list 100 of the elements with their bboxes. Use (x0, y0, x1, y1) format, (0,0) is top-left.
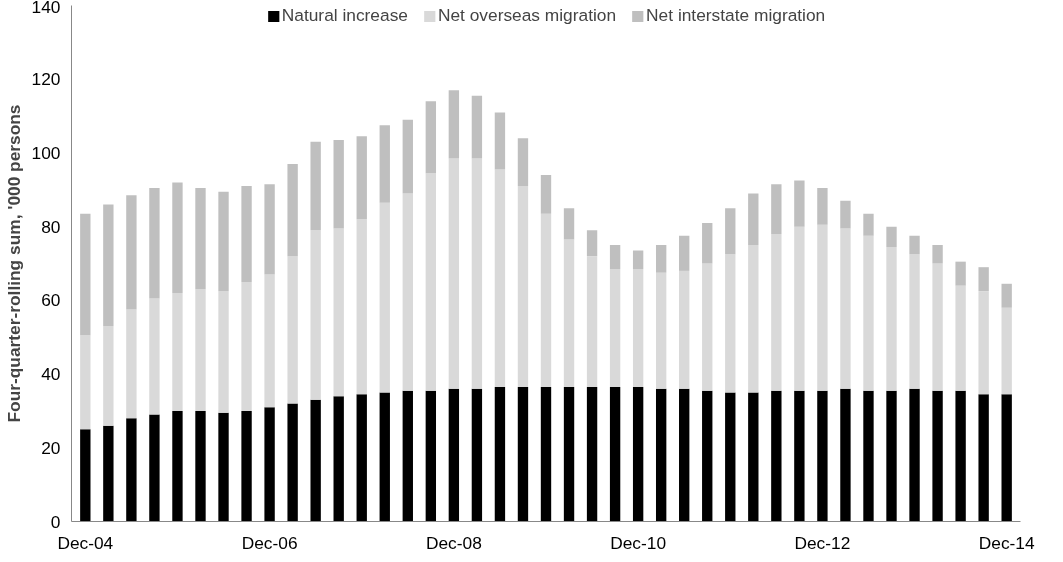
x-tick-label: Dec-14 (978, 532, 1035, 553)
bar (126, 418, 137, 522)
bar (425, 173, 437, 391)
bar (748, 193, 759, 246)
bar (448, 388, 460, 522)
bar (840, 200, 851, 229)
bar (80, 335, 91, 430)
bar (563, 208, 575, 240)
bar (517, 386, 529, 522)
bar (840, 388, 851, 522)
bar (679, 388, 690, 522)
bar (80, 429, 91, 522)
bar (126, 195, 137, 310)
bar (632, 250, 644, 270)
bar (425, 101, 437, 174)
bar (586, 256, 598, 387)
bar (794, 180, 805, 227)
bar (310, 399, 321, 522)
bar (748, 245, 759, 393)
bar (725, 392, 736, 522)
bar (402, 119, 413, 194)
bar (149, 187, 160, 299)
bar (563, 239, 575, 387)
bar (264, 274, 275, 408)
bar (794, 390, 805, 522)
bar (218, 412, 229, 522)
bar (195, 187, 206, 290)
bar (310, 230, 321, 400)
bar (103, 425, 114, 522)
bar (632, 386, 644, 522)
bar (195, 289, 206, 411)
bar (310, 141, 321, 231)
bar (287, 256, 298, 404)
bar (725, 254, 736, 393)
bar (909, 388, 920, 522)
bar (978, 267, 989, 292)
bar (586, 386, 598, 522)
bar (863, 390, 874, 522)
bar (609, 386, 621, 522)
bar (863, 235, 874, 391)
bar (655, 388, 667, 522)
bar (287, 403, 298, 522)
bar (909, 254, 920, 389)
bar (794, 226, 805, 391)
bar (609, 245, 621, 270)
bar (725, 208, 736, 255)
bar (817, 187, 828, 225)
bar (149, 414, 160, 522)
bar (1001, 283, 1012, 308)
bar (1001, 307, 1012, 395)
y-tick-label: 140 (31, 0, 61, 17)
y-tick-label: 0 (50, 511, 61, 532)
legend-label: Net overseas migration (437, 5, 617, 26)
legend-label: Natural increase (281, 5, 408, 26)
bar (356, 394, 367, 522)
bar (241, 281, 252, 411)
bar (771, 390, 782, 522)
bar (425, 390, 437, 522)
bar (817, 390, 828, 522)
bar (563, 386, 575, 522)
y-tick-label: 20 (41, 437, 61, 458)
bar (932, 390, 943, 522)
bar (771, 184, 782, 235)
bar (195, 410, 206, 522)
legend-label: Net interstate migration (646, 5, 826, 26)
bar (103, 326, 114, 426)
bar (702, 222, 713, 264)
bar (702, 263, 713, 391)
bar (356, 136, 367, 220)
y-axis-title: Four-quarter-rolling sum, '000 persons (3, 104, 24, 423)
bar (80, 213, 91, 336)
bar (632, 269, 644, 387)
bar (333, 396, 344, 522)
bar (702, 390, 713, 522)
bar (840, 228, 851, 389)
bar (494, 169, 506, 387)
bar (955, 285, 966, 391)
x-tick-label: Dec-10 (610, 532, 667, 553)
bar (333, 228, 344, 397)
bar (402, 193, 413, 391)
bar (655, 272, 667, 389)
bar (172, 292, 183, 411)
bar (103, 204, 114, 327)
bar (932, 245, 943, 264)
y-tick-label: 40 (41, 364, 61, 385)
bar (679, 235, 690, 271)
bar (494, 112, 506, 170)
bar (149, 298, 160, 415)
bar (748, 392, 759, 522)
bar (241, 410, 252, 522)
bar (379, 125, 390, 203)
x-tick-label: Dec-06 (241, 532, 298, 553)
bar (287, 163, 298, 257)
bar (655, 245, 667, 273)
bar (264, 407, 275, 522)
bar (978, 394, 989, 522)
bar (172, 182, 183, 293)
bar (356, 219, 367, 395)
bar (886, 246, 897, 391)
bar (679, 270, 690, 389)
